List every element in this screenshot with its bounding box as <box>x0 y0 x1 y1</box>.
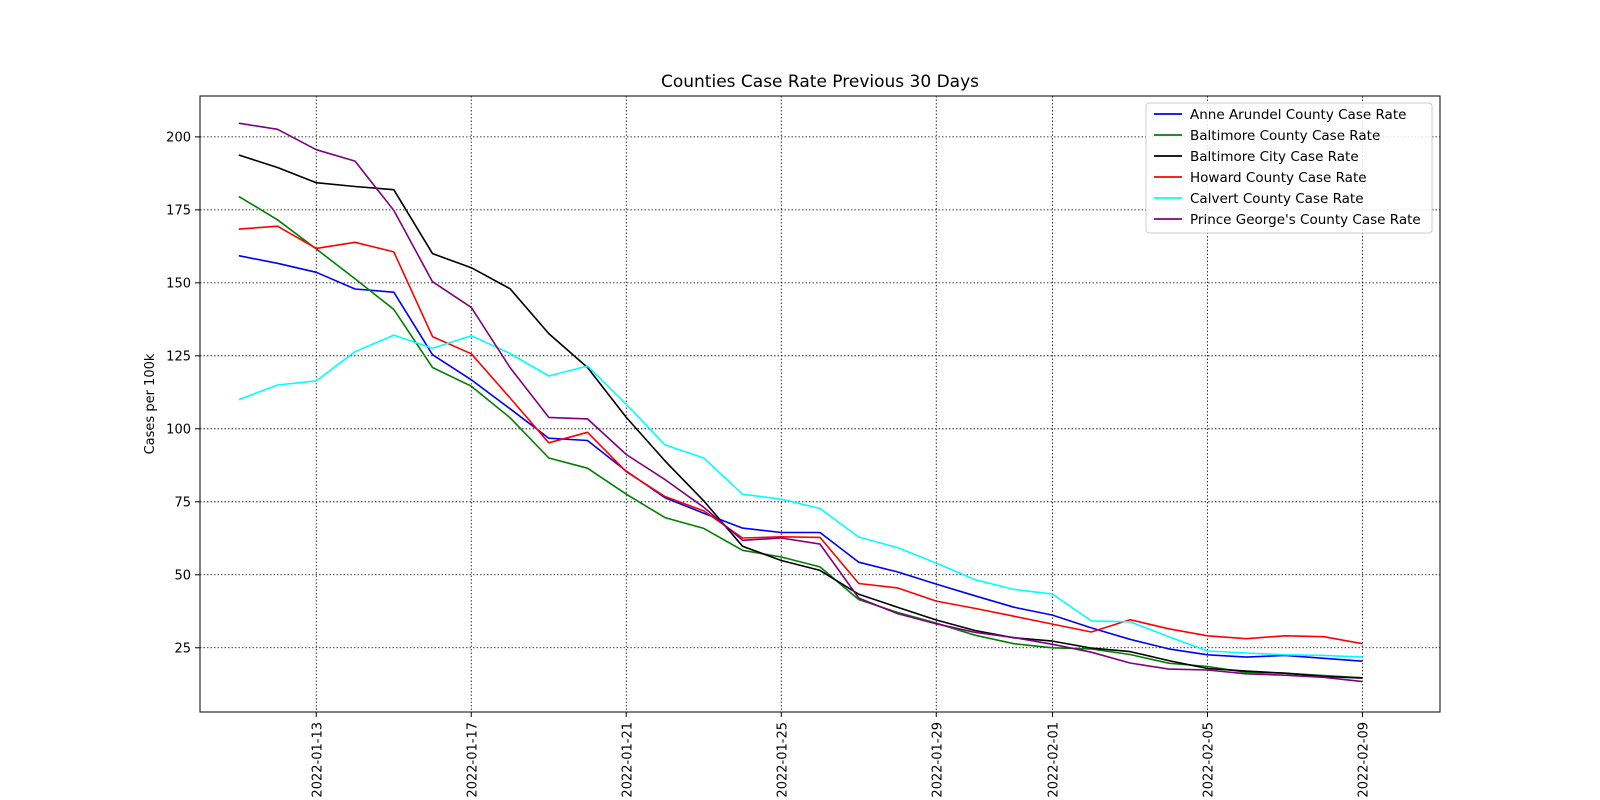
y-tick-label: 150 <box>166 276 191 291</box>
y-tick-label: 50 <box>174 568 191 583</box>
series-line-2 <box>238 154 1363 679</box>
y-axis-label: Cases per 100k <box>143 353 158 454</box>
y-tick-label: 75 <box>174 495 191 510</box>
y-tick-label: 100 <box>166 422 191 437</box>
y-tick-label: 200 <box>166 130 191 145</box>
x-tick-label: 2022-02-05 <box>1202 722 1217 798</box>
y-tick-label: 125 <box>166 349 191 364</box>
legend: Anne Arundel County Case Rate Baltimore C… <box>1145 102 1433 234</box>
legend-entry: Prince George's County Case Rate <box>1190 212 1421 228</box>
legend-entry: Howard County Case Rate <box>1190 170 1367 186</box>
legend-entry: Baltimore City Case Rate <box>1190 149 1359 165</box>
y-tick-label: 175 <box>166 203 191 218</box>
series-line-1 <box>238 195 1363 679</box>
x-tick-label: 2022-02-01 <box>1047 722 1062 798</box>
x-axis: 2022-01-13 2022-01-17 2022-01-21 2022-01-25… <box>310 712 1372 798</box>
x-tick-label: 2022-01-29 <box>930 722 945 798</box>
x-tick-label: 2022-01-17 <box>465 722 480 798</box>
legend-entry: Baltimore County Case Rate <box>1190 128 1380 144</box>
chart-title: Counties Case Rate Previous 30 Days <box>661 72 979 92</box>
legend-entry: Anne Arundel County Case Rate <box>1190 107 1406 123</box>
legend-entry: Calvert County Case Rate <box>1190 191 1364 207</box>
y-axis: 25 50 75 100 125 150 175 200 <box>166 130 200 656</box>
plot-area <box>199 95 1441 713</box>
x-tick-label: 2022-01-13 <box>310 722 325 798</box>
y-tick-label: 25 <box>174 641 191 656</box>
x-tick-label: 2022-02-09 <box>1357 722 1372 798</box>
series-line-3 <box>238 225 1363 645</box>
x-tick-label: 2022-01-21 <box>620 722 635 798</box>
series-line-0 <box>238 254 1363 662</box>
series-line-5 <box>238 122 1363 683</box>
series-line-4 <box>238 334 1363 658</box>
series-lines <box>238 122 1363 683</box>
x-tick-label: 2022-01-25 <box>775 722 790 798</box>
legend-box <box>1145 102 1433 234</box>
